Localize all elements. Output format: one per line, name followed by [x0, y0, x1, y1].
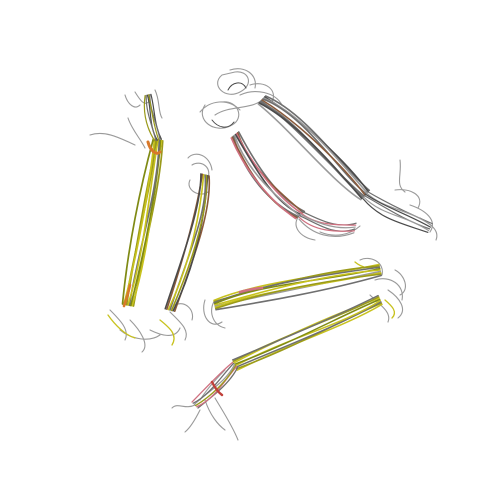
l-loop-5: [187, 153, 213, 171]
l-loop-yellow-1: [159, 319, 175, 346]
tr-lower-sheet-1: [236, 132, 304, 214]
l-top-tails-2: [147, 94, 160, 141]
l-top-tails-3: [146, 94, 158, 141]
b-lower-sheet-4: [233, 298, 381, 366]
tr-lower-sheet-7: [230, 137, 297, 220]
l-orange-lower: [122, 283, 132, 308]
tr-loop-3: [214, 99, 263, 116]
tr-lower-tail-3: [299, 215, 356, 232]
b-upper-sheet-4: [214, 269, 381, 306]
b-red-mark: [210, 380, 224, 397]
l-left-sheet-8: [121, 138, 155, 305]
b-loop-6: [394, 269, 406, 296]
tr-upper-sheet-7: [258, 102, 363, 200]
l-loop-yellow-0: [107, 314, 136, 339]
b-loop-2: [359, 257, 383, 276]
tr-lower-tail-5: [298, 218, 355, 237]
tr-upper-sheet-6: [259, 101, 364, 199]
tr-lower-sheet-2: [235, 132, 303, 215]
tr-upper-sheet-4: [261, 99, 366, 196]
b-lower-sheet-7: [231, 294, 379, 361]
b-loop-5: [369, 294, 390, 323]
b-pink-mark: [238, 286, 264, 294]
b-loop-1: [211, 299, 226, 329]
tr-upper-tail-0: [366, 190, 433, 225]
tr-loop-5: [229, 68, 256, 89]
molecule-group-bottom: [171, 257, 406, 441]
b-loop-8: [204, 399, 226, 431]
l-top-tails-1: [149, 94, 161, 141]
molecule-group-top-right: [199, 68, 438, 241]
tr-loop-0: [217, 71, 249, 95]
b-lower-sheet-2: [235, 301, 382, 368]
l-loop-2: [154, 89, 163, 119]
tr-lower-tail-0: [300, 210, 357, 226]
l-loop-7: [191, 162, 210, 179]
l-left-sheet-4: [127, 139, 159, 306]
l-right-sheet-1: [172, 174, 209, 312]
tr-loop-8: [394, 189, 421, 209]
b-loop-yellow-1: [384, 299, 396, 319]
tr-loop-4: [199, 101, 241, 113]
l-loop-0: [124, 94, 141, 108]
b-loop-7: [171, 404, 196, 409]
l-top-tails-5: [143, 95, 156, 142]
l-right-sheet-6: [164, 173, 202, 310]
loops-left: [89, 89, 213, 353]
l-top-tails-0: [150, 93, 163, 140]
l-loop-13: [174, 303, 194, 321]
strands-top-right: [230, 95, 433, 237]
b-upper-sheet-8: [215, 274, 382, 311]
b-lower-tail-2: [194, 364, 237, 407]
loops-top-right: [199, 68, 438, 241]
tr-loop-7: [398, 159, 406, 193]
tr-upper-sheet-8: [257, 103, 362, 201]
tr-loop-12: [319, 225, 361, 236]
l-loop-9: [129, 319, 146, 353]
molecule-group-left: [89, 89, 213, 353]
l-loop-8: [109, 309, 127, 341]
tr-loop-dark-1: [211, 119, 235, 128]
l-top-tails-4: [145, 94, 157, 142]
tr-upper-tail-1: [365, 192, 432, 226]
l-loop-12: [169, 311, 187, 341]
tr-loop-dark-0: [227, 82, 247, 91]
tr-upper-tail-3: [364, 195, 431, 230]
tr-loop-2: [239, 91, 283, 106]
b-lower-tail-4: [192, 362, 235, 404]
b-loop-4: [387, 289, 403, 319]
tr-lower-tail-1: [299, 211, 357, 226]
tr-lower-tail-4: [298, 216, 355, 232]
b-lower-tail-1: [196, 365, 238, 408]
l-loop-3: [89, 132, 136, 146]
strands-left: [121, 93, 211, 313]
b-loop-0: [203, 299, 223, 325]
strands-bottom: [191, 263, 383, 409]
b-loop-10: [184, 409, 201, 433]
tr-loop-9: [409, 204, 433, 233]
tr-upper-tail-2: [364, 193, 432, 228]
tr-loop-11: [295, 214, 316, 241]
b-loop-9: [214, 397, 239, 441]
l-right-sheet-4: [167, 173, 205, 311]
tr-upper-tail-5: [362, 198, 429, 233]
b-upper-sheet-7: [214, 273, 382, 310]
tr-lower-sheet-4: [233, 134, 301, 217]
l-orange-mark: [146, 140, 162, 155]
tr-lower-tail-2: [299, 213, 356, 229]
l-right-sheet-2: [170, 174, 208, 312]
b-loop-3: [374, 278, 403, 301]
l-loop-4: [127, 117, 146, 149]
tr-upper-tail-4: [363, 196, 430, 232]
l-loop-10: [149, 327, 181, 336]
